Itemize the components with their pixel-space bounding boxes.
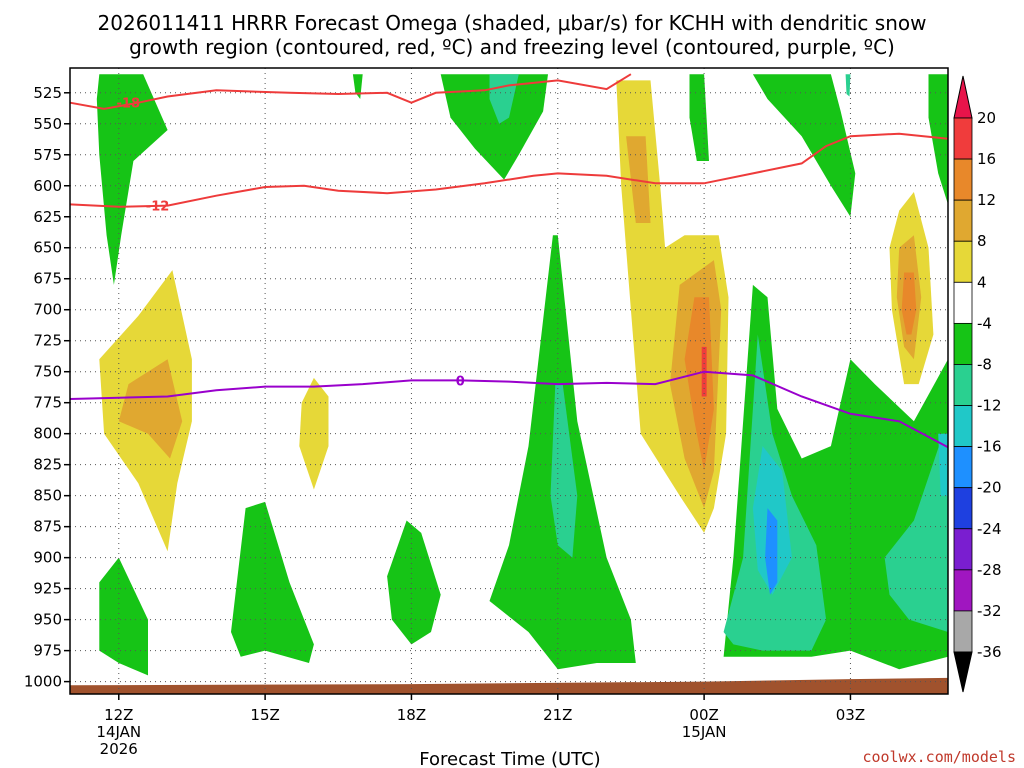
x-tick-label: 18Z (397, 706, 426, 724)
omega-region-4 (752, 74, 856, 217)
colorbar-tick-label: -28 (977, 561, 1002, 579)
colorbar-tick-label: 4 (977, 273, 987, 291)
y-tick-label: 550 (33, 115, 62, 133)
omega-region-20 (231, 501, 314, 663)
colorbar-top-arrow (953, 75, 973, 119)
omega-region-7 (845, 74, 851, 97)
colorbar-segment (953, 610, 973, 653)
y-tick-label: 825 (33, 456, 62, 474)
colorbar-tick-label: -4 (977, 314, 992, 332)
omega-colorbar: 20 16 12 8 4 -4 -8 -12 -16 -20 -24 -28 -32 -36 (953, 75, 1002, 693)
colorbar-tick-label: 16 (977, 150, 996, 168)
x-tick-label: 21Z (543, 706, 572, 724)
colorbar-tick-label: -20 (977, 479, 1002, 497)
colorbar-tick-label: -36 (977, 643, 1002, 661)
colorbar-segment (953, 240, 973, 283)
colorbar-segment (953, 446, 973, 489)
omega-region-29 (938, 433, 948, 496)
x-tick-label: 12Z (104, 706, 133, 724)
ground-surface (70, 677, 948, 694)
x-tick-date: 15JAN (682, 723, 727, 741)
y-tick-label: 800 (33, 425, 62, 443)
omega-region-23 (550, 384, 578, 558)
colorbar-segment (953, 405, 973, 448)
omega-region-3 (489, 74, 519, 124)
freezing-level-label: 0 (456, 374, 465, 389)
colorbar-segment (953, 364, 973, 406)
y-tick-label: 950 (33, 611, 62, 629)
omega-shading (96, 74, 948, 676)
x-tick-date: 14JAN (96, 723, 141, 741)
pressure-axis: 525 550 575 600 625 650 675 700 725 750 775 800 825 8… (24, 84, 70, 691)
omega-region-21 (387, 520, 441, 645)
colorbar-tick-label: -24 (977, 520, 1002, 538)
colorbar-segment (953, 569, 973, 612)
colorbar-segment (953, 528, 973, 571)
x-axis-label: Forecast Time (UTC) (419, 749, 600, 768)
chart-title-line-1: 2026011411 HRRR Forecast Omega (shaded, … (98, 11, 927, 35)
colorbar-bottom-arrow (953, 651, 973, 693)
dgz-contour-label: -18 (117, 97, 141, 112)
colorbar-segment (953, 117, 973, 160)
colorbar-tick-label: -12 (977, 397, 1002, 415)
colorbar-segment (953, 322, 973, 365)
omega-region-18 (299, 377, 329, 490)
colorbar-segment (953, 158, 973, 201)
y-tick-label: 1000 (24, 673, 62, 691)
omega-region-27 (765, 508, 778, 595)
dgz-contour--12 (69, 132, 949, 208)
colorbar-segment (953, 281, 973, 324)
x-tick-label: 15Z (250, 706, 279, 724)
omega-region-6 (689, 74, 709, 161)
colorbar-tick-label: -16 (977, 438, 1002, 456)
y-tick-label: 975 (33, 642, 62, 660)
colorbar-tick-label: 8 (977, 232, 987, 250)
colorbar-tick-label: 12 (977, 191, 996, 209)
y-tick-label: 850 (33, 487, 62, 505)
y-tick-label: 600 (33, 177, 62, 195)
temperature-contours: -18 -12 0 (69, 73, 949, 449)
y-tick-label: 650 (33, 239, 62, 257)
y-tick-label: 725 (33, 332, 62, 350)
x-tick-label: 00Z (689, 706, 718, 724)
ground-fill (70, 677, 948, 694)
y-tick-label: 750 (33, 363, 62, 381)
omega-region-17 (118, 359, 183, 459)
credit-text: coolwx.com/models (862, 748, 1016, 766)
plot-frame (69, 67, 949, 695)
y-tick-label: 900 (33, 549, 62, 567)
x-tick-year: 2026 (100, 740, 138, 758)
y-tick-label: 675 (33, 270, 62, 288)
dgz-contour--18 (69, 73, 632, 110)
omega-region-11 (684, 297, 714, 471)
x-tick-label: 03Z (836, 706, 865, 724)
colorbar-tick-label: 20 (977, 109, 996, 127)
dgz-contour-label: -12 (146, 200, 170, 215)
omega-region-15 (901, 272, 917, 335)
omega-region-19 (99, 557, 148, 676)
colorbar-tick-label: -8 (977, 355, 992, 373)
colorbar-segment (953, 487, 973, 530)
y-tick-label: 525 (33, 84, 62, 102)
omega-region-2 (440, 74, 548, 180)
chart-title-line-2: growth region (contoured, red, ºC) and f… (129, 35, 895, 59)
y-tick-label: 625 (33, 208, 62, 226)
omega-region-5 (928, 74, 948, 205)
y-tick-label: 575 (33, 146, 62, 164)
y-tick-label: 775 (33, 394, 62, 412)
y-tick-label: 875 (33, 518, 62, 536)
colorbar-segment (953, 199, 973, 242)
colorbar-tick-label: -32 (977, 602, 1002, 620)
freezing-level-contour (69, 370, 949, 449)
y-tick-label: 700 (33, 301, 62, 319)
omega-region-9 (626, 136, 651, 223)
omega-region-28 (884, 433, 948, 632)
plot-area: -18 -12 0 (69, 67, 949, 695)
omega-region-0 (96, 74, 168, 285)
y-tick-label: 925 (33, 580, 62, 598)
